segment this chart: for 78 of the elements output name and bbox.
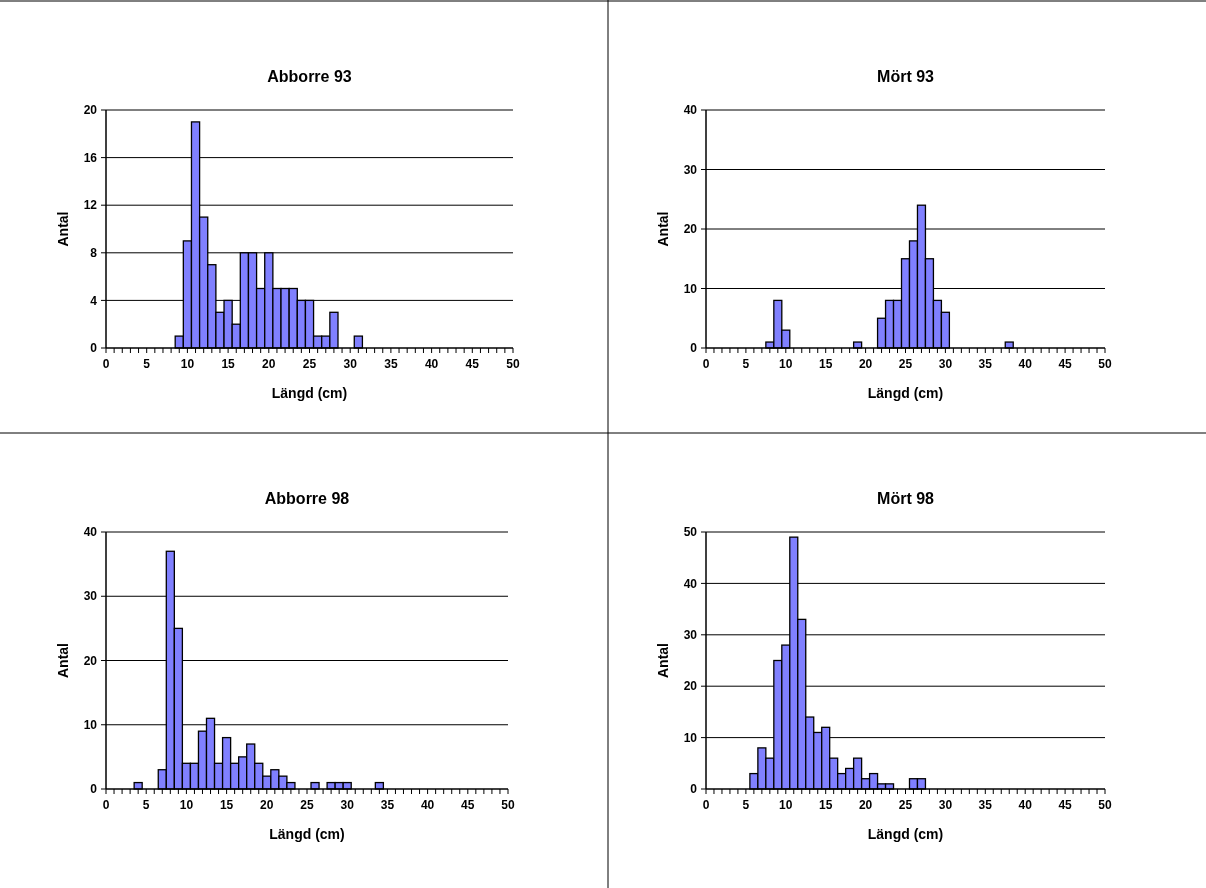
x-tick-label: 5 <box>742 798 750 812</box>
x-tick-label: 40 <box>1018 798 1033 812</box>
y-tick-label: 12 <box>83 198 98 213</box>
y-tick-label: 30 <box>83 589 98 604</box>
x-tick-label: 40 <box>1018 357 1033 371</box>
y-tick-label: 20 <box>83 653 98 668</box>
x-tick-label: 20 <box>858 357 873 371</box>
chart-title: Mört 93 <box>877 68 935 85</box>
y-tick-label: 0 <box>690 782 698 797</box>
x-tick-label: 20 <box>262 357 276 371</box>
x-tick-label: 40 <box>424 357 439 371</box>
x-tick-label: 5 <box>742 357 750 371</box>
x-axis-title: Längd (cm) <box>867 385 944 401</box>
x-tick-label: 45 <box>465 357 480 371</box>
chart-title: Abborre 98 <box>264 490 350 507</box>
x-tick-label: 15 <box>221 357 236 371</box>
x-tick-label: 20 <box>260 798 274 812</box>
y-tick-label: 40 <box>83 525 98 540</box>
y-tick-label: 50 <box>683 525 698 540</box>
y-tick-label: 0 <box>690 341 698 356</box>
x-tick-label: 50 <box>1098 357 1112 371</box>
x-tick-label: 30 <box>340 798 355 812</box>
x-tick-label: 35 <box>978 798 993 812</box>
x-tick-label: 10 <box>180 357 195 371</box>
y-tick-label: 40 <box>683 103 698 118</box>
x-tick-label: 50 <box>1098 798 1112 812</box>
x-tick-label: 15 <box>819 357 833 371</box>
x-tick-label: 35 <box>380 798 395 812</box>
x-tick-label: 30 <box>938 798 953 812</box>
x-tick-label: 45 <box>461 798 475 812</box>
x-tick-label: 30 <box>938 357 953 371</box>
chart-title: Abborre 93 <box>267 68 352 85</box>
x-tick-label: 15 <box>819 798 833 812</box>
y-tick-label: 0 <box>90 341 98 356</box>
x-tick-label: 5 <box>142 798 150 812</box>
x-tick-label: 35 <box>978 357 993 371</box>
x-tick-label: 10 <box>179 798 194 812</box>
x-tick-label: 50 <box>506 357 520 371</box>
x-tick-label: 25 <box>302 357 317 371</box>
y-axis-title: Antal <box>55 643 71 678</box>
x-tick-label: 15 <box>219 798 234 812</box>
x-tick-label: 10 <box>779 357 793 371</box>
y-tick-label: 16 <box>83 150 98 165</box>
y-tick-label: 0 <box>90 782 98 797</box>
x-tick-label: 0 <box>702 357 710 371</box>
x-tick-label: 10 <box>779 798 793 812</box>
y-tick-label: 40 <box>683 576 698 591</box>
y-tick-label: 4 <box>90 293 98 308</box>
y-tick-label: 20 <box>683 679 698 694</box>
x-tick-label: 0 <box>102 357 110 371</box>
x-tick-label: 35 <box>384 357 398 371</box>
y-tick-label: 8 <box>90 246 98 260</box>
y-axis-title: Antal <box>655 211 671 247</box>
chart-title: Mört 98 <box>877 490 935 507</box>
y-axis-title: Antal <box>655 643 671 678</box>
x-tick-label: 5 <box>143 357 151 371</box>
x-axis-title: Längd (cm) <box>867 826 944 842</box>
y-tick-label: 20 <box>83 103 98 118</box>
y-tick-label: 10 <box>683 281 698 296</box>
y-axis-title: Antal <box>55 211 71 247</box>
x-tick-label: 0 <box>102 798 110 812</box>
y-tick-label: 20 <box>683 222 698 237</box>
x-tick-label: 0 <box>702 798 710 812</box>
y-tick-label: 30 <box>683 628 698 642</box>
x-axis-title: Längd (cm) <box>271 385 348 401</box>
y-tick-label: 10 <box>683 730 698 745</box>
x-tick-label: 45 <box>1058 357 1073 371</box>
x-tick-label: 25 <box>898 798 913 812</box>
x-tick-label: 25 <box>300 798 314 812</box>
x-tick-label: 20 <box>858 798 873 812</box>
x-tick-label: 45 <box>1058 798 1073 812</box>
x-tick-label: 25 <box>898 357 913 371</box>
x-tick-label: 50 <box>501 798 515 812</box>
y-tick-label: 10 <box>83 717 98 732</box>
x-axis-title: Längd (cm) <box>269 826 345 842</box>
y-tick-label: 30 <box>683 162 698 177</box>
x-tick-label: 30 <box>343 357 358 371</box>
x-tick-label: 40 <box>420 798 435 812</box>
